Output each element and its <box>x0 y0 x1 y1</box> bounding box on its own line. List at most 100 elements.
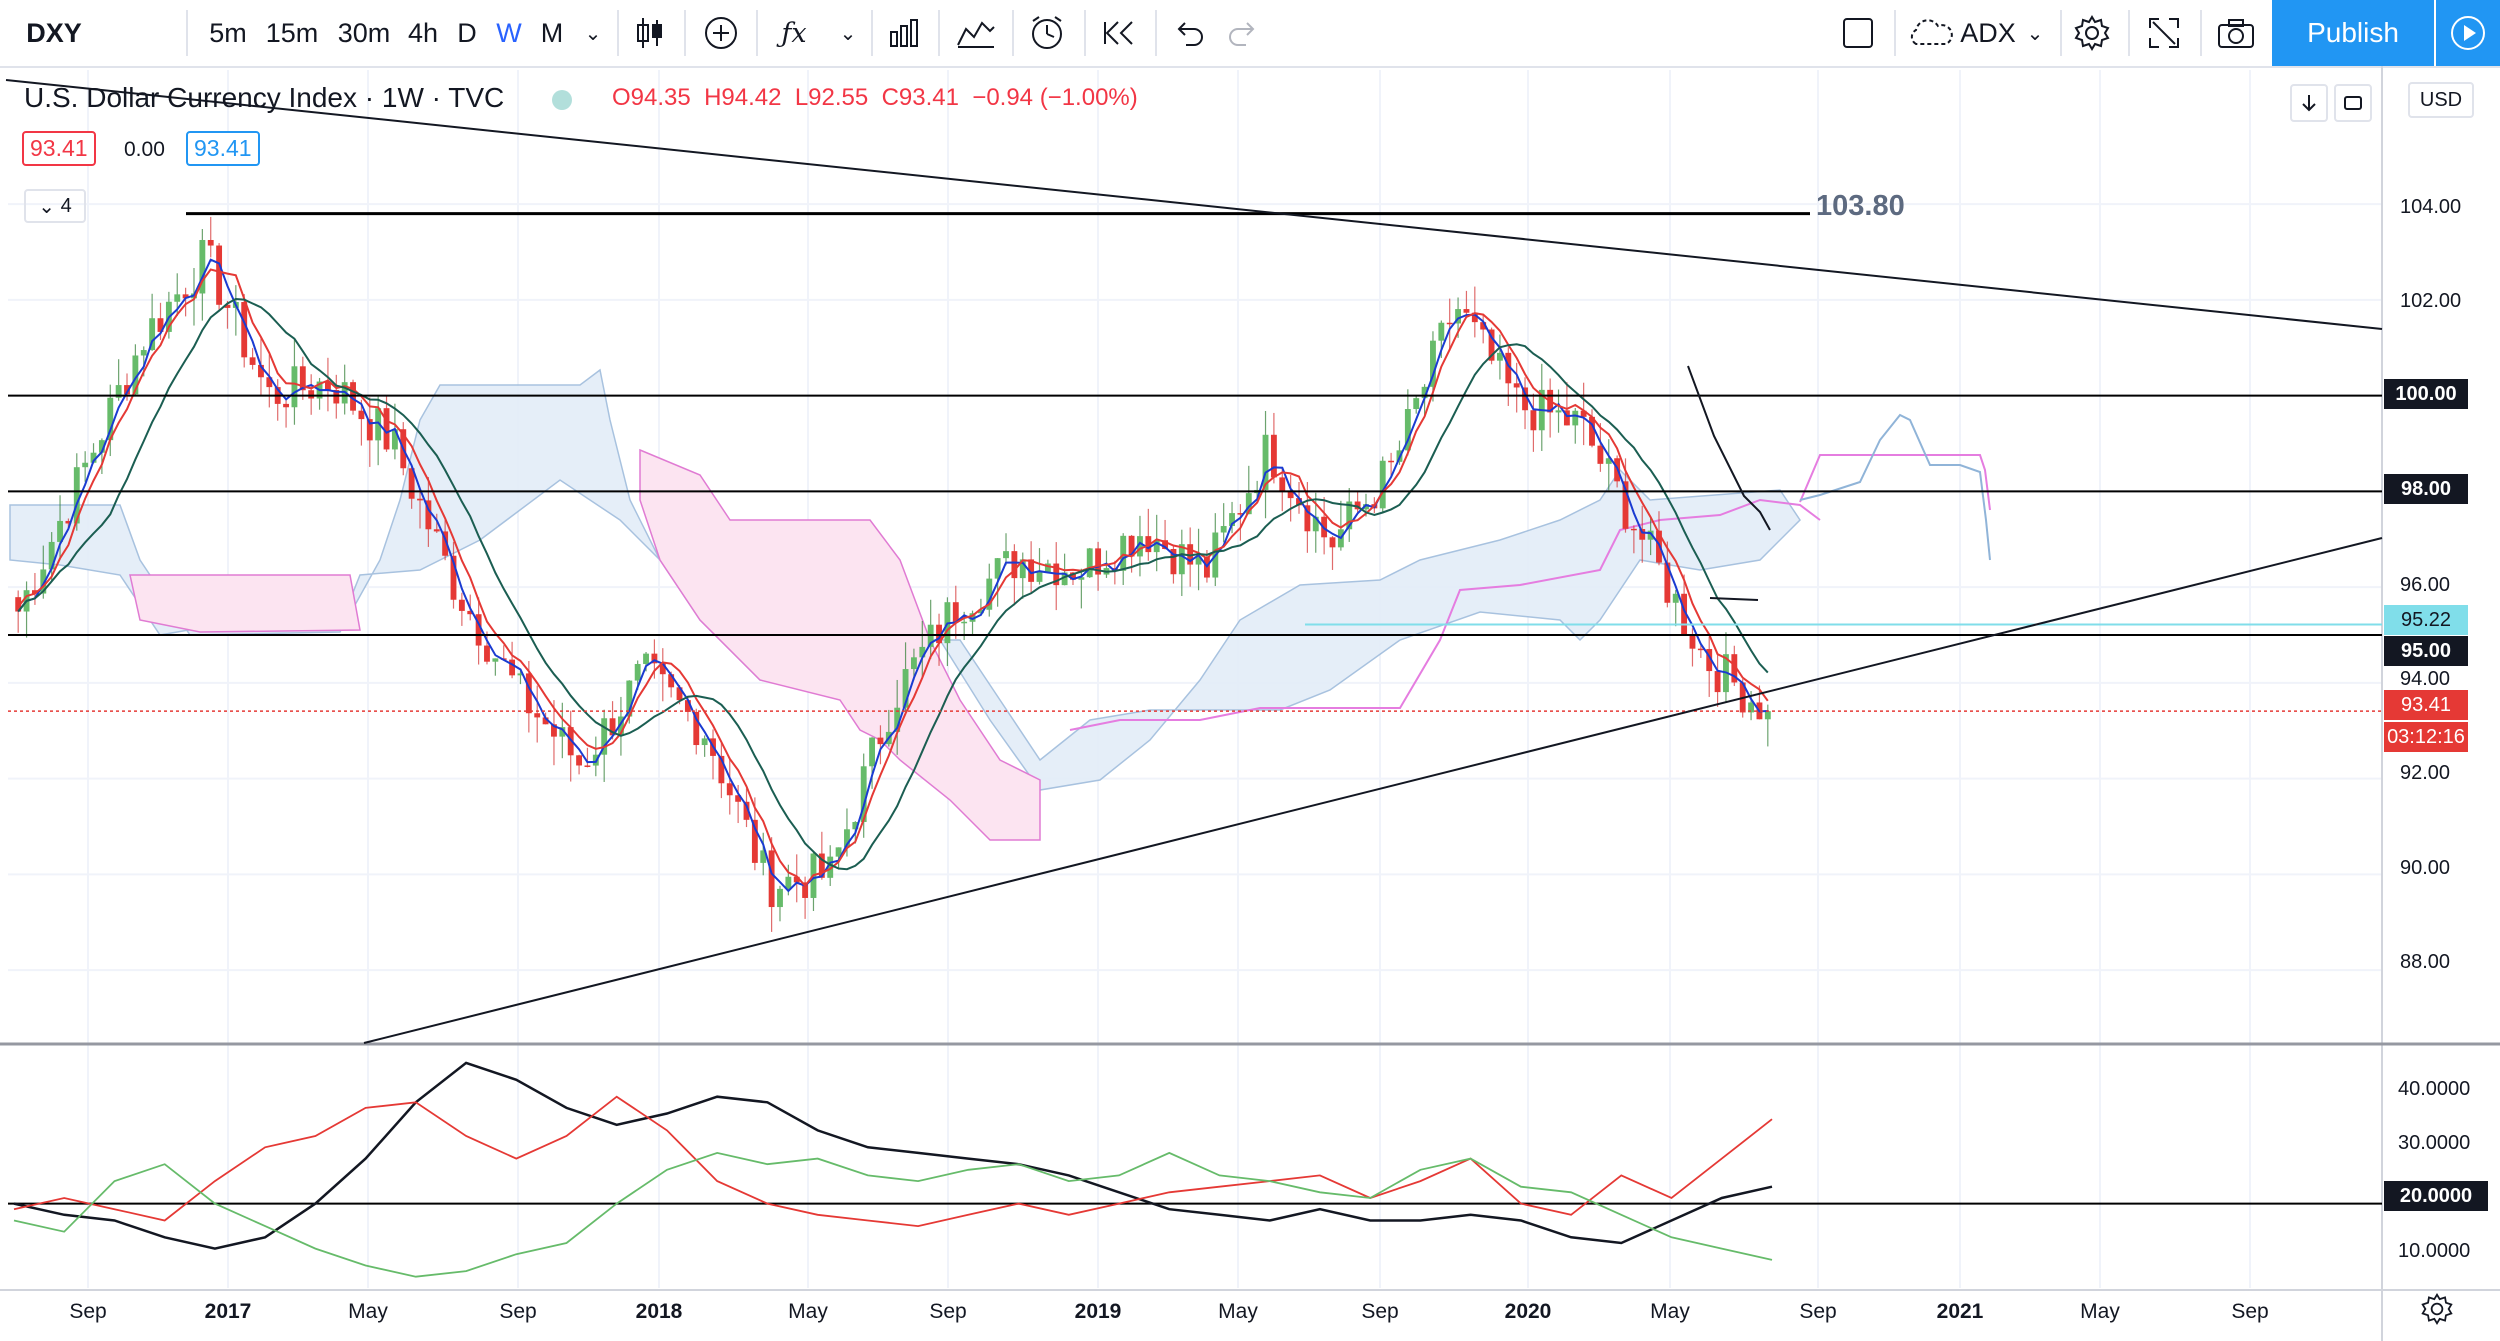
candle-body <box>701 738 708 746</box>
candle-body <box>576 755 583 766</box>
candle-body <box>1388 460 1395 463</box>
x-tick: May <box>1650 1300 1690 1323</box>
interval-w[interactable]: W <box>496 17 522 48</box>
indicator-dropdown-icon[interactable]: ⌄ <box>2026 22 2044 45</box>
publish-play-icon[interactable] <box>2436 0 2500 66</box>
candle-body <box>266 377 273 388</box>
collapse-indicators-toggle[interactable]: ⌄ 4 <box>24 189 86 223</box>
candle-body <box>1070 572 1076 580</box>
future-span-a-line <box>1799 413 1991 561</box>
candle-body <box>1304 505 1311 532</box>
candle-body <box>634 663 641 681</box>
candle-body <box>57 520 63 542</box>
interval-5m[interactable]: 5m <box>209 17 247 48</box>
candle-body <box>375 408 382 441</box>
candle-body <box>1229 513 1235 527</box>
candle-body <box>492 658 499 662</box>
adx-line <box>13 1061 1773 1250</box>
indicator-name-label[interactable]: ADX <box>1960 17 2016 48</box>
candle-body <box>718 755 725 784</box>
candle-body <box>1137 536 1143 557</box>
undo-icon[interactable] <box>1168 0 1210 66</box>
sell-price-box[interactable]: 93.41 <box>22 131 96 166</box>
adx-level-tag: 20.0000 <box>2384 1181 2488 1211</box>
top-toolbar: DXY 5m 15m 30m 4h D W M ⌄ ƒx ⌄ ADX ⌄ <box>0 0 2500 68</box>
candle-body <box>919 646 926 658</box>
scroll-down-icon[interactable] <box>2290 84 2328 122</box>
cloud-icon[interactable] <box>1905 0 1955 66</box>
layout-square-icon[interactable] <box>1838 0 1878 66</box>
candle-body <box>467 610 474 615</box>
interval-d[interactable]: D <box>457 17 477 48</box>
x-tick: Sep <box>929 1300 967 1323</box>
symbol-search[interactable]: DXY <box>26 17 82 48</box>
compare-add-icon[interactable] <box>700 0 742 66</box>
reset-view-icon[interactable] <box>2334 84 2372 122</box>
camera-icon[interactable] <box>2214 0 2258 66</box>
candle-body <box>1044 563 1051 573</box>
financials-icon[interactable] <box>885 0 925 66</box>
time-axis-settings-icon[interactable] <box>2420 1292 2454 1326</box>
candle-body <box>1296 498 1302 506</box>
candle-body <box>383 408 390 450</box>
y-tick-96: 96.00 <box>2400 574 2451 596</box>
indicators-fx-icon[interactable]: ƒx <box>781 17 807 49</box>
candle-body <box>1463 309 1470 313</box>
candle-body <box>48 541 55 570</box>
currency-button[interactable]: USD <box>2408 82 2474 118</box>
x-tick: Sep <box>1799 1300 1837 1323</box>
candle-body <box>358 410 365 420</box>
drawn-line <box>1687 365 1771 531</box>
chart-templates-icon[interactable] <box>954 0 998 66</box>
publish-button[interactable]: Publish <box>2272 0 2434 66</box>
spread-value: 0.00 <box>124 138 165 161</box>
settings-gear-icon[interactable] <box>2070 0 2114 66</box>
ohlc-change: −0.94 (−1.00%) <box>972 84 1138 111</box>
trendline-upper <box>5 79 2383 330</box>
indicators-dropdown-icon[interactable]: ⌄ <box>839 22 857 45</box>
price-tag-countdown: 03:12:16 <box>2384 722 2468 752</box>
fullscreen-icon[interactable] <box>2142 0 2186 66</box>
candle-body <box>291 366 298 408</box>
adx-tick-30: 30.0000 <box>2398 1132 2471 1154</box>
price-tag-95: 95.00 <box>2384 636 2468 666</box>
interval-m[interactable]: M <box>540 17 564 48</box>
candle-body <box>542 717 549 725</box>
interval-15m[interactable]: 15m <box>265 17 319 48</box>
bar-replay-icon[interactable] <box>1098 0 1142 66</box>
candle-body <box>1413 398 1420 410</box>
ohlc-high: H94.42 <box>704 84 782 111</box>
candle-body <box>802 882 809 898</box>
price-chart[interactable] <box>0 66 2500 1341</box>
candle-body <box>1597 445 1604 464</box>
candle-body <box>793 876 800 883</box>
cloud-span-b-line <box>1069 498 1821 731</box>
candle-body <box>1438 322 1445 341</box>
alert-clock-icon[interactable] <box>1026 0 1070 66</box>
interval-30m[interactable]: 30m <box>337 17 391 48</box>
candle-body <box>609 718 616 736</box>
y-tick-90: 90.00 <box>2400 857 2451 879</box>
interval-4h[interactable]: 4h <box>407 17 439 48</box>
y-tick-94: 94.00 <box>2400 668 2451 690</box>
candle-body <box>82 462 89 468</box>
x-tick: May <box>788 1300 828 1323</box>
y-tick-104: 104.00 <box>2400 196 2462 218</box>
candle-body <box>15 597 22 612</box>
candle-body <box>433 529 440 532</box>
hidden-indicator-count: 4 <box>60 194 72 217</box>
buy-price-box[interactable]: 93.41 <box>186 131 260 166</box>
interval-dropdown-icon[interactable]: ⌄ <box>584 22 602 45</box>
candle-body <box>1689 634 1696 649</box>
candle-body <box>1262 434 1269 490</box>
ichimoku-cloud-bullish <box>9 368 1801 791</box>
redo-icon[interactable] <box>1222 0 1264 66</box>
candle-body <box>1530 410 1537 431</box>
candle-style-icon[interactable] <box>630 0 670 66</box>
candle-body <box>1170 549 1177 575</box>
candle-body <box>1664 562 1671 603</box>
candle-body <box>182 294 189 299</box>
y-tick-102: 102.00 <box>2400 290 2462 312</box>
candle-body <box>1145 536 1152 553</box>
candle-body <box>777 888 783 908</box>
